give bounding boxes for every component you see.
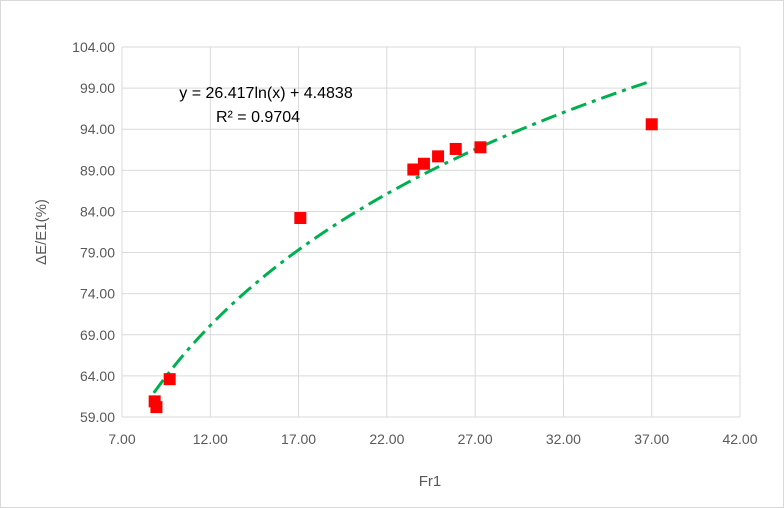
data-point — [449, 142, 462, 155]
x-tick-label: 22.00 — [369, 431, 404, 447]
x-tick-label: 27.00 — [458, 431, 493, 447]
x-tick-label: 32.00 — [546, 431, 581, 447]
y-tick-label: 94.00 — [80, 121, 115, 137]
x-tick-label: 7.00 — [108, 431, 135, 447]
y-tick-label: 104.00 — [72, 39, 115, 55]
y-tick-label: 69.00 — [80, 327, 115, 343]
x-tick-label: 37.00 — [634, 431, 669, 447]
x-tick-label: 42.00 — [722, 431, 757, 447]
x-axis-title: Fr1 — [419, 473, 442, 490]
y-tick-label: 79.00 — [80, 245, 115, 261]
y-axis-title: ΔE/E1(%) — [33, 199, 50, 265]
y-tick-label: 74.00 — [80, 286, 115, 302]
data-point — [474, 141, 487, 154]
y-tick-label: 99.00 — [80, 80, 115, 96]
x-tick-labels: 7.00 12.00 17.00 22.00 27.00 32.00 37.00 42.00 — [108, 431, 757, 447]
y-tick-labels: 59.00 64.00 69.00 74.00 79.00 84.00 89.00 94.00… — [72, 39, 115, 425]
data-point — [417, 157, 430, 170]
trendline-r2: R² = 0.9704 — [216, 109, 300, 126]
trendline — [152, 79, 653, 394]
y-tick-label: 89.00 — [80, 162, 115, 178]
data-point — [407, 163, 420, 176]
data-point — [150, 401, 163, 414]
trendline-equation: y = 26.417ln(x) + 4.4838 — [179, 85, 353, 102]
y-tick-label: 84.00 — [80, 203, 115, 219]
data-point — [645, 118, 658, 131]
x-tick-label: 17.00 — [281, 431, 316, 447]
y-tick-label: 59.00 — [80, 409, 115, 425]
data-point — [294, 212, 307, 225]
y-tick-label: 64.00 — [80, 368, 115, 384]
data-points — [148, 118, 658, 414]
data-point — [432, 150, 445, 163]
x-tick-label: 12.00 — [193, 431, 228, 447]
data-point — [163, 373, 176, 386]
grid-lines — [121, 46, 741, 418]
